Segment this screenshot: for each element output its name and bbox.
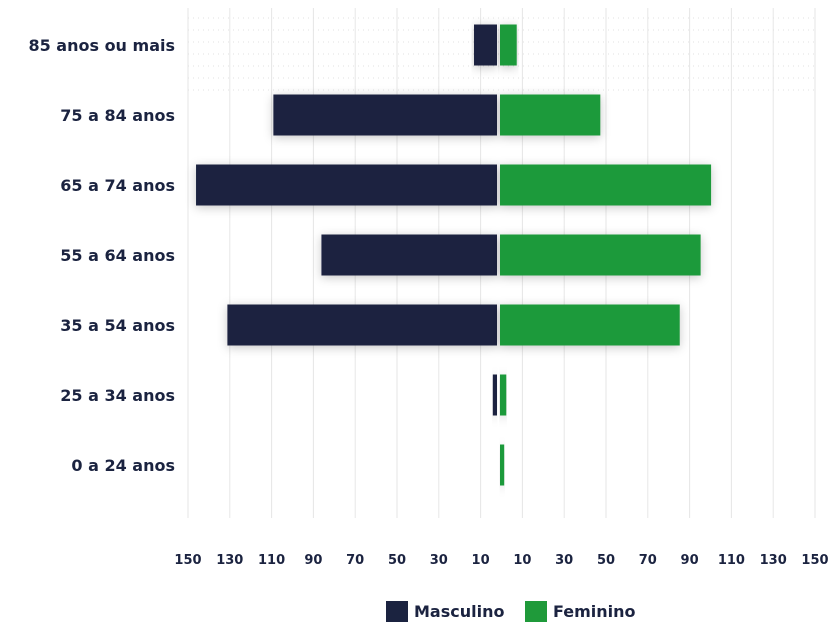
- category-label: 35 a 54 anos: [60, 316, 175, 335]
- x-tick-label: 10: [472, 553, 490, 568]
- bars: [196, 24, 712, 486]
- category-label: 55 a 64 anos: [60, 246, 175, 265]
- bar-masculino: [474, 24, 497, 66]
- bar-masculino: [273, 94, 497, 136]
- bar-feminino: [500, 24, 517, 66]
- bar-feminino: [500, 444, 505, 486]
- x-tick-label: 70: [639, 553, 657, 568]
- category-label: 25 a 34 anos: [60, 386, 175, 405]
- x-tick-label: 90: [304, 553, 322, 568]
- legend-swatch-feminino: [525, 601, 547, 622]
- x-tick-label: 150: [801, 553, 828, 568]
- category-label: 85 anos ou mais: [28, 36, 175, 55]
- legend-label-feminino: Feminino: [553, 602, 636, 621]
- x-axis-tick-labels: 150 130 110 90 70 50 30 10 10 30 50 70 90 110 130 150: [174, 553, 828, 568]
- legend: Masculino Feminino: [386, 601, 636, 622]
- bar-feminino: [500, 164, 712, 206]
- legend-label-masculino: Masculino: [414, 602, 504, 621]
- x-tick-label: 10: [513, 553, 531, 568]
- x-tick-label: 130: [760, 553, 787, 568]
- category-label: 65 a 74 anos: [60, 176, 175, 195]
- x-tick-label: 30: [430, 553, 448, 568]
- legend-swatch-masculino: [386, 601, 408, 622]
- x-tick-label: 30: [555, 553, 573, 568]
- bar-masculino: [492, 374, 497, 416]
- category-label: 75 a 84 anos: [60, 106, 175, 125]
- x-tick-label: 130: [216, 553, 243, 568]
- bar-feminino: [500, 234, 701, 276]
- x-tick-label: 50: [597, 553, 615, 568]
- bar-feminino: [500, 374, 507, 416]
- x-tick-label: 110: [258, 553, 285, 568]
- x-tick-label: 150: [174, 553, 201, 568]
- x-tick-label: 110: [718, 553, 745, 568]
- category-label: 0 a 24 anos: [71, 456, 175, 475]
- category-labels: 85 anos ou mais 75 a 84 anos 65 a 74 anos 5…: [28, 36, 175, 475]
- x-tick-label: 50: [388, 553, 406, 568]
- x-tick-label: 90: [681, 553, 699, 568]
- x-tick-label: 70: [346, 553, 364, 568]
- bar-feminino: [500, 94, 601, 136]
- bar-masculino: [196, 164, 498, 206]
- bar-masculino: [321, 234, 497, 276]
- bar-feminino: [500, 304, 680, 346]
- bar-masculino: [227, 304, 497, 346]
